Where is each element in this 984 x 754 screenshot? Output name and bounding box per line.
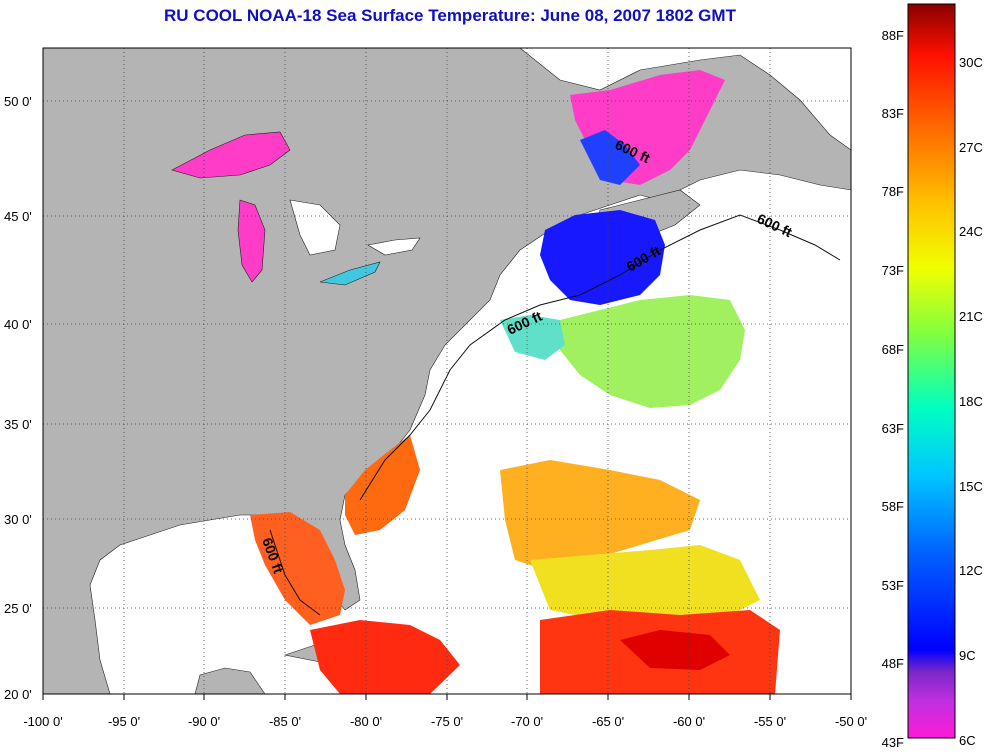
colorbar-fahrenheit-label: 78F (882, 184, 904, 199)
lake-ontario (367, 237, 421, 256)
colorbar-fahrenheit-label: 43F (882, 735, 904, 750)
longitude-tick-label: -55 0' (754, 714, 786, 729)
colorbar-fahrenheit-label: 68F (882, 342, 904, 357)
colorbar-celsius-label: 6C (959, 733, 976, 748)
sst-slope-water (560, 295, 745, 408)
longitude-tick-label: -70 0' (511, 714, 543, 729)
longitude-tick-label: -90 0' (188, 714, 220, 729)
colorbar-celsius-label: 27C (959, 140, 983, 155)
sst-caribbean (310, 620, 460, 694)
colorbar-celsius-label: 15C (959, 479, 983, 494)
colorbar-fahrenheit-label: 73F (882, 263, 904, 278)
lake-superior (171, 131, 291, 179)
latitude-tick-label: 20 0' (4, 687, 32, 702)
longitude-tick-label: -100 0' (23, 714, 62, 729)
sst-sargasso-north (530, 545, 760, 625)
colorbar-fahrenheit-label: 83F (882, 106, 904, 121)
colorbar-fahrenheit-label: 63F (882, 421, 904, 436)
colorbar-fahrenheit-label: 58F (882, 499, 904, 514)
sst-sargasso-hot (620, 630, 730, 670)
longitude-tick-label: -50 0' (835, 714, 867, 729)
latitude-tick-label: 40 0' (4, 317, 32, 332)
colorbar-fahrenheit-label: 88F (882, 28, 904, 43)
colorbar-celsius-scale: 30C 27C 24C 21C 18C 15C 12C 9C 6C (959, 55, 983, 748)
latitude-tick-label: 35 0' (4, 417, 32, 432)
colorbar-celsius-label: 9C (959, 648, 976, 663)
sst-gulf-st-lawrence-blue (580, 130, 640, 185)
sst-gulf-stream (500, 460, 700, 570)
longitude-tick-label: -85 0' (269, 714, 301, 729)
sst-southeast-shelf (345, 435, 420, 535)
longitude-tick-label: -60 0' (673, 714, 705, 729)
graticule (43, 48, 851, 694)
colorbar-celsius-label: 30C (959, 55, 983, 70)
longitude-tick-label: -65 0' (592, 714, 624, 729)
map-title: RU COOL NOAA-18 Sea Surface Temperature:… (164, 6, 736, 25)
colorbar-celsius-label: 18C (959, 394, 983, 409)
latitude-axis: 50 0' 45 0' 40 0' 35 0' 30 0' 25 0' 20 0' (4, 94, 32, 702)
longitude-axis: -100 0' -95 0' -90 0' -85 0' -80 0' -75 0' -70… (23, 694, 867, 729)
longitude-tick-label: -75 0' (431, 714, 463, 729)
colorbar-celsius-label: 21C (959, 309, 983, 324)
colorbar-celsius-label: 24C (959, 224, 983, 239)
latitude-tick-label: 45 0' (4, 209, 32, 224)
sst-gulf-of-maine (540, 210, 665, 305)
colorbar-fahrenheit-scale: 88F 83F 78F 73F 68F 63F 58F 53F 48F 43F (882, 28, 904, 750)
latitude-tick-label: 50 0' (4, 94, 32, 109)
longitude-tick-label: -80 0' (350, 714, 382, 729)
lake-huron (289, 199, 341, 256)
colorbar (907, 3, 956, 739)
latitude-tick-label: 30 0' (4, 512, 32, 527)
sst-shelf-cyan (500, 315, 565, 360)
lake-michigan (237, 199, 266, 283)
longitude-tick-label: -95 0' (108, 714, 140, 729)
colorbar-celsius-label: 12C (959, 563, 983, 578)
colorbar-fahrenheit-label: 53F (882, 578, 904, 593)
colorbar-fahrenheit-label: 48F (882, 656, 904, 671)
isobath-600ft (269, 214, 841, 616)
land-yucatan (194, 667, 266, 694)
lake-erie (319, 261, 381, 286)
latitude-tick-label: 25 0' (4, 601, 32, 616)
